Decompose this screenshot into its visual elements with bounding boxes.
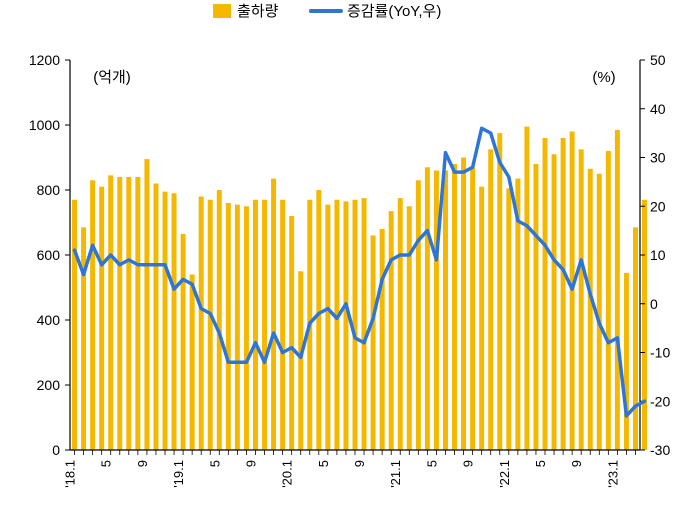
y-right-label: 40 [650,101,666,117]
bar [470,167,475,450]
bar [642,200,647,450]
y-right-label: 10 [650,247,666,263]
x-tick-label: 9 [243,460,258,467]
x-tick-label: 5 [316,460,331,467]
bar [81,227,86,450]
bar [163,192,168,450]
x-tick-label: 5 [99,460,114,467]
y-right-label: -10 [650,345,670,361]
x-tick-label: 5 [424,460,439,467]
x-tick-label: 9 [569,460,584,467]
y-left-label: 600 [37,247,61,263]
bar [244,206,249,450]
y-right-label: 50 [650,52,666,68]
bar [144,159,149,450]
bar [271,179,276,450]
bar [389,211,394,450]
y-right-label: 30 [650,150,666,166]
bar [407,206,412,450]
x-tick-label: '22.1 [497,460,512,488]
bar [425,167,430,450]
legend-swatch-bar [213,4,231,18]
y-right-label: -20 [650,393,670,409]
legend-label-line: 증감률(YoY,우) [347,3,441,20]
bar [588,169,593,450]
y-right-unit-label: (%) [592,69,615,86]
legend-label-bar: 출하량 [237,3,279,20]
y-right-label: -30 [650,442,670,458]
bar [416,180,421,450]
bar [289,216,294,450]
bar [217,190,222,450]
bar [199,197,204,451]
bar [235,205,240,450]
bar [181,234,186,450]
bar [533,164,538,450]
bar [524,127,529,450]
bar [380,229,385,450]
bar [398,198,403,450]
x-tick-label: '20.1 [280,460,295,488]
bar [434,171,439,451]
bar [316,190,321,450]
x-tick-label: 9 [135,460,150,467]
bar [615,130,620,450]
bar [117,177,122,450]
y-right-label: 20 [650,198,666,214]
bar [633,227,638,450]
bar [334,200,339,450]
bar [497,133,502,450]
bar [543,138,548,450]
x-tick-label: 5 [533,460,548,467]
bar [226,203,231,450]
bar [561,138,566,450]
bar [606,151,611,450]
y-left-label: 800 [37,182,61,198]
y-left-label: 1000 [29,117,60,133]
x-tick-label: 9 [461,460,476,467]
x-tick-label: '21.1 [388,460,403,488]
chart-container: 0 200 400 600 800 1000 1200 -30 -20 -10 0 10 20 30 40 5… [0,0,693,526]
bar [135,177,140,450]
bar [362,198,367,450]
bar [208,200,213,450]
bar [579,149,584,450]
x-tick-label: '18.1 [63,460,78,488]
bar [452,164,457,450]
bar [371,236,376,451]
bar [72,200,77,450]
bar [325,205,330,450]
bar [153,184,158,451]
y-right-label: 0 [650,296,658,312]
bar [298,271,303,450]
x-tick-label: 9 [352,460,367,467]
bar [190,275,195,451]
x-tick-label: '23.1 [605,460,620,488]
x-tick-label: 5 [207,460,222,467]
bar [108,175,113,450]
bar [461,158,466,451]
bar [262,200,267,450]
y-left-label: 1200 [29,52,60,68]
x-tick-label: '19.1 [171,460,186,488]
bar [506,188,511,450]
bar [624,273,629,450]
bar [280,200,285,450]
bar [253,200,258,450]
bar [343,201,348,450]
bar [99,187,104,450]
y-left-unit-label: (억개) [93,69,131,86]
bar [488,149,493,450]
bar [126,177,131,450]
y-left-label: 0 [52,442,60,458]
y-left-label: 200 [37,377,61,393]
bar [443,171,448,451]
bar [90,180,95,450]
bar [172,193,177,450]
bar [479,187,484,450]
chart-svg: 0 200 400 600 800 1000 1200 -30 -20 -10 0 10 20 30 40 5… [0,0,693,526]
bar [552,154,557,450]
y-left-label: 400 [37,312,61,328]
